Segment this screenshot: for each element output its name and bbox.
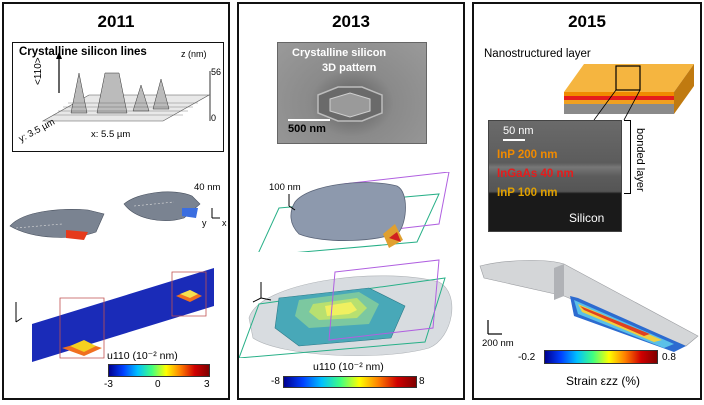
sem-text-1: Crystalline silicon [292, 47, 387, 59]
colorbar [283, 376, 417, 388]
shape-render-top [258, 172, 450, 252]
colorbar [108, 364, 210, 377]
year-title: 2011 [97, 12, 135, 31]
x-label: x: 5.5 µm [91, 129, 131, 140]
sem-text-2: 3D pattern [322, 62, 377, 74]
bonded-bracket [624, 120, 631, 194]
scale-label: 200 nm [482, 338, 514, 349]
panel-2015: 2015 Nanostructured layer 50 nm InP 200 … [472, 2, 702, 400]
layer-label-inp-200: InP 200 nm [497, 149, 558, 161]
axis-x-label: x [222, 218, 227, 228]
colorbar-max: 8 [419, 376, 425, 387]
displacement-render [239, 259, 453, 358]
sem-image: Crystalline silicon 3D pattern 500 nm [277, 42, 427, 144]
layer-label-inp-100: InP 100 nm [497, 187, 558, 199]
sem-scale-label: 500 nm [288, 123, 326, 135]
silicon-label: Silicon [569, 211, 605, 225]
colorbar-label: Strain εzz (%) [566, 374, 641, 388]
layer-label-ingaas: InGaAs 40 nm [497, 168, 574, 180]
surface-plot-inset: Crystalline silicon lines <110> z (nm) 5… [12, 42, 224, 152]
tem-scale-label: 50 nm [503, 125, 534, 137]
colorbar [544, 350, 658, 364]
colorbar-min: -3 [104, 379, 113, 390]
panel-2013: 2013 Crystalline silicon 3D pattern 500 … [237, 2, 465, 400]
colorbar-max: 3 [204, 379, 210, 390]
year-title: 2015 [568, 12, 606, 31]
z-min-label: 0 [211, 113, 217, 123]
panel-2011: 2011 Crystalline silicon lines <110> z (… [2, 2, 230, 400]
colorbar-max: 0.8 [662, 352, 676, 363]
scale-label: 40 nm [194, 182, 221, 193]
colorbar-label: u110 (10⁻² nm) [107, 350, 178, 362]
z-max-label: 56 [211, 67, 222, 77]
layer-stack-diagram [564, 64, 694, 121]
direction-label: <110> [33, 57, 44, 85]
iso-surface-render [9, 191, 220, 240]
layer-label: Nanostructured layer [484, 48, 591, 60]
sem-scale-bar [288, 119, 330, 121]
tem-scale-bar [503, 139, 525, 141]
colorbar-min: -8 [271, 376, 280, 387]
tem-image: 50 nm InP 200 nm InGaAs 40 nm InP 100 nm… [488, 120, 622, 232]
inset-title: Crystalline silicon lines [19, 46, 147, 58]
scale-label: 100 nm [269, 182, 301, 193]
colorbar-mid: 0 [155, 379, 161, 390]
z-axis-label: z (nm) [181, 49, 207, 59]
colorbar-label: u110 (10⁻² nm) [313, 361, 384, 373]
surface-plot [41, 52, 211, 122]
axis-y-label: y [202, 218, 207, 228]
displacement-map [15, 268, 214, 362]
bonded-label: bonded layer [634, 128, 646, 192]
year-title: 2013 [332, 12, 370, 31]
strain-render [479, 260, 699, 352]
colorbar-min: -0.2 [518, 352, 536, 363]
